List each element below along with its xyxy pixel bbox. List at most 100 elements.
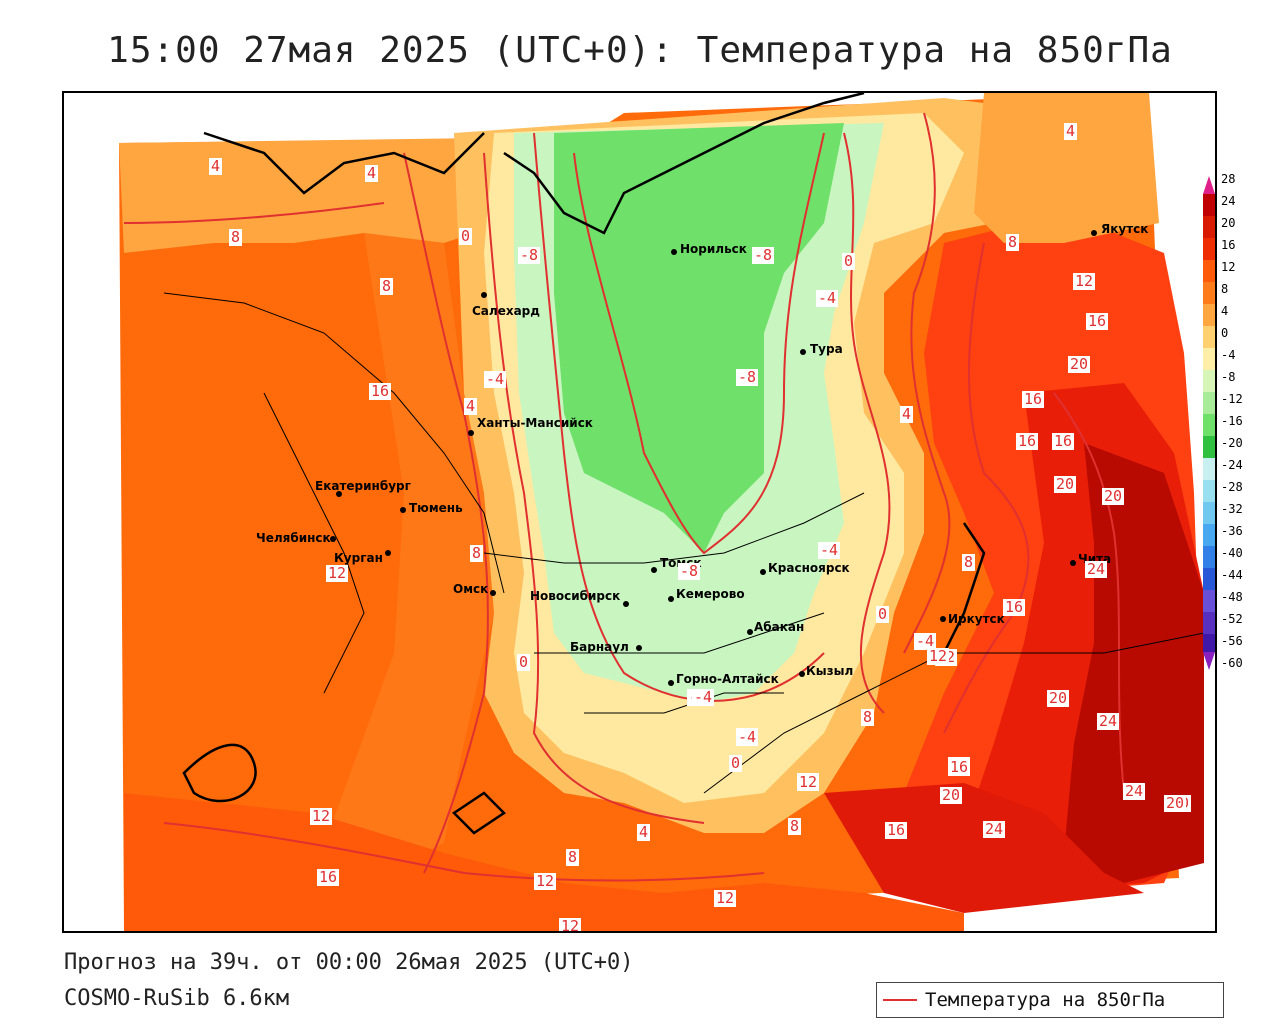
iso-label: 8 [470, 544, 484, 562]
iso-label: 16 [317, 868, 340, 886]
city-yakutsk: Якутск [1101, 222, 1149, 236]
city-dot-abakan [747, 629, 753, 635]
colorbar-tick: -16 [1221, 414, 1243, 428]
iso-label: 16 [369, 382, 392, 400]
colorbar-tick: -60 [1221, 656, 1243, 670]
city-dot-tura [800, 349, 806, 355]
temperature-map [119, 93, 1205, 931]
iso-label: -4 [484, 370, 507, 388]
iso-label: 16 [1086, 312, 1109, 330]
iso-label: -4 [914, 632, 937, 650]
iso-label: 0 [729, 754, 743, 772]
city-dot-omsk [490, 590, 496, 596]
iso-label: 20 [1054, 475, 1077, 493]
iso-label: 24 [1097, 712, 1120, 730]
city-dot-norilsk [671, 249, 677, 255]
city-dot-kurgan [385, 550, 391, 556]
colorbar [1203, 176, 1215, 670]
iso-label: -8 [518, 246, 541, 264]
iso-label: 12 [1073, 272, 1096, 290]
city-dot-tyumen [400, 507, 406, 513]
colorbar-tick: -28 [1221, 480, 1243, 494]
city-dot-kyzyl [799, 671, 805, 677]
colorbar-tick: -40 [1221, 546, 1243, 560]
iso-label: 16 [1016, 432, 1039, 450]
city-krasnoyarsk: Красноярск [768, 561, 850, 575]
zone-cold-core [554, 123, 844, 553]
iso-label: 0 [876, 605, 890, 623]
iso-label: 20 [1102, 487, 1125, 505]
iso-label: 4 [209, 157, 223, 175]
iso-label: 0 [459, 227, 473, 245]
city-norilsk: Норильск [680, 242, 747, 256]
legend-line-swatch [883, 999, 917, 1001]
colorbar-tick: -12 [1221, 392, 1243, 406]
zone-south [124, 793, 964, 931]
colorbar-tick: -4 [1221, 348, 1236, 362]
colorbar-tick: 16 [1221, 238, 1236, 252]
iso-label: 20 [1164, 794, 1187, 812]
iso-label: 12 [310, 807, 333, 825]
iso-label: 16 [1052, 432, 1075, 450]
iso-label: 20 [1068, 355, 1091, 373]
iso-label: 16 [1022, 390, 1045, 408]
iso-label: 8 [861, 708, 875, 726]
colorbar-tick: 20 [1221, 216, 1236, 230]
city-dot-irkutsk [940, 616, 946, 622]
iso-label: 8 [788, 817, 802, 835]
iso-label: -8 [678, 562, 701, 580]
city-kemerovo: Кемерово [676, 587, 745, 601]
city-chelyabinsk: Челябинск [256, 531, 331, 545]
zone-south-east [824, 783, 1144, 913]
iso-label: 24 [1085, 560, 1108, 578]
iso-label: -8 [752, 246, 775, 264]
iso-label: 16 [885, 821, 908, 839]
zone-north-east [974, 93, 1159, 243]
colorbar-tick: -20 [1221, 436, 1243, 450]
city-salekhard: Салехард [472, 304, 540, 318]
colorbar-tick: 12 [1221, 260, 1236, 274]
model-name: COSMO-RuSib 6.6км [64, 986, 290, 1011]
zone-west-band [314, 233, 494, 883]
colorbar-tick: -52 [1221, 612, 1243, 626]
legend-label: Температура на 850гПа [925, 989, 1166, 1011]
chart-title: 15:00 27мая 2025 (UTC+0): Температура на… [107, 30, 1173, 71]
city-novosibirsk: Новосибирск [530, 589, 621, 603]
city-yekaterinburg: Екатеринбург [315, 479, 411, 493]
iso-label: 20 [1047, 689, 1070, 707]
zone-east-hottest [1064, 443, 1204, 883]
colorbar-tick: -24 [1221, 458, 1243, 472]
iso-label: 0 [517, 653, 531, 671]
city-abakan: Абакан [754, 620, 805, 634]
colorbar-tick: 24 [1221, 194, 1236, 208]
iso-label: 8 [229, 228, 243, 246]
iso-label: 8 [380, 277, 394, 295]
city-dot-yakutsk [1091, 230, 1097, 236]
city-dot-barnaul [636, 645, 642, 651]
city-dot-krasnoyarsk [760, 569, 766, 575]
iso-label: -4 [736, 728, 759, 746]
city-dot-novosibirsk [623, 601, 629, 607]
iso-label: 16 [1003, 598, 1026, 616]
colorbar-tick: -48 [1221, 590, 1243, 604]
iso-label: 4 [1064, 122, 1078, 140]
city-tyumen: Тюмень [409, 501, 463, 515]
map-area: Салехард Норильск Тура Якутск Ханты-Манс… [62, 91, 1217, 933]
iso-label: 0 [842, 252, 856, 270]
iso-label: 4 [900, 405, 914, 423]
city-tura: Тура [810, 342, 843, 356]
colorbar-tick: -36 [1221, 524, 1243, 538]
iso-label: 12 [927, 647, 950, 665]
zone-north-west [119, 138, 504, 253]
iso-label: 8 [566, 848, 580, 866]
iso-label: 12 [326, 564, 349, 582]
iso-label: 8 [962, 553, 976, 571]
iso-label: 12 [534, 872, 557, 890]
iso-label: 4 [365, 164, 379, 182]
legend: Температура на 850гПа [876, 982, 1224, 1018]
city-dot-chelyabinsk [330, 536, 336, 542]
iso-label: 12 [559, 917, 582, 933]
isotherm-lines [123, 112, 1125, 882]
city-dot-yekaterinburg [336, 491, 342, 497]
city-dot-tomsk [651, 567, 657, 573]
